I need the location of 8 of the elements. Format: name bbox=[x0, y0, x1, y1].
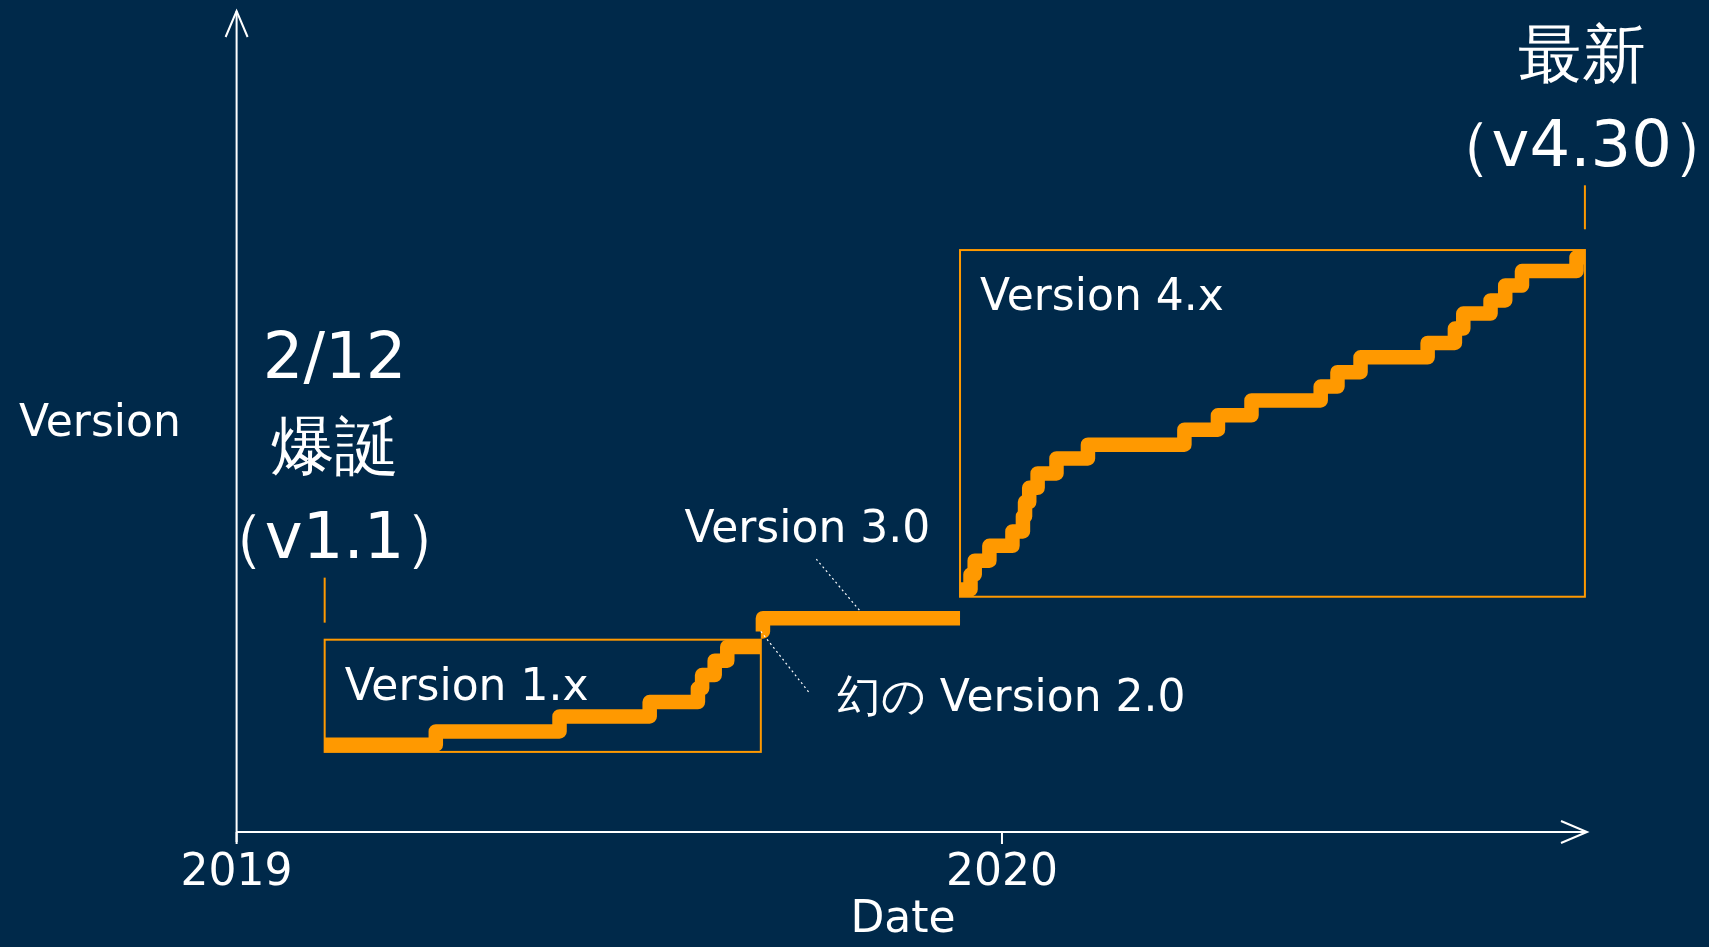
y-axis-title: Version bbox=[19, 395, 181, 446]
annotation: 2/12爆誕（v1.1） bbox=[200, 318, 469, 573]
legend-label: Version 1.x bbox=[344, 658, 589, 710]
series-label: Version 4.x bbox=[980, 269, 1224, 321]
annotation: Version 3.0 bbox=[684, 501, 931, 553]
annotation: 最新（v4.30） bbox=[1427, 17, 1709, 182]
x-tick-label: 2019 bbox=[180, 844, 293, 895]
annotation: 幻の Version 2.0 bbox=[836, 670, 1186, 722]
